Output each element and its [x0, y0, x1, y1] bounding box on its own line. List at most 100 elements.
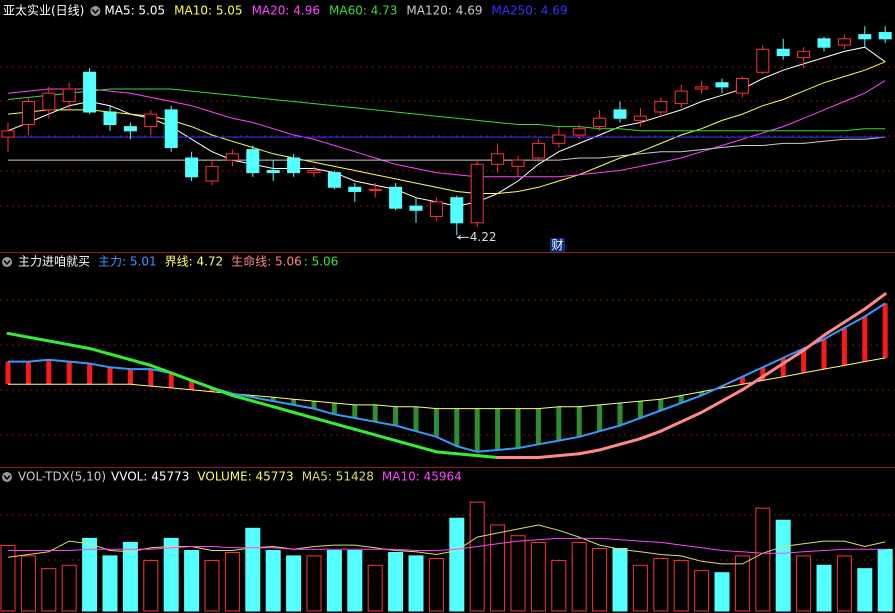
indicator-bar: [270, 397, 276, 402]
legend-entry: MA250: 4.69: [491, 4, 567, 18]
candle-body: [613, 109, 627, 119]
indicator-bar: [127, 369, 133, 385]
life-line-segment: [332, 422, 357, 431]
decoration: [0, 66, 895, 561]
indicator-bar: [189, 380, 195, 390]
life-line-segment: [108, 352, 132, 362]
legend-entry: MA60: 4.73: [329, 4, 397, 18]
indicator-bar: [331, 402, 337, 415]
candle-body: [817, 38, 831, 48]
volume-bar: [367, 564, 383, 612]
volume-bar: [510, 535, 526, 612]
legend-entry: MA20: 4.96: [252, 4, 320, 18]
volume-bar: [469, 501, 485, 612]
annotation: 4.22: [470, 230, 497, 244]
volume-bar: [571, 541, 587, 612]
indicator-bar: [495, 408, 501, 450]
indicator-bar: [413, 406, 419, 432]
candle-body: [205, 165, 219, 182]
volume-bar: [20, 555, 36, 612]
candle-body: [695, 86, 709, 90]
candle-body: [654, 101, 668, 113]
legend-entry: MA5: 5.05: [104, 4, 165, 18]
candle-body: [389, 186, 403, 209]
indicator-bar: [291, 399, 297, 405]
indicator-bar: [454, 408, 460, 447]
legend-entry: MA120: 4.69: [406, 4, 482, 18]
indicator-bar: [597, 404, 603, 432]
life-line-segment: [679, 410, 704, 424]
candle-body: [531, 142, 545, 159]
life-line-segment: [190, 378, 214, 390]
volume-ma-line: [8, 537, 886, 554]
life-line-segment: [169, 371, 194, 382]
volume-bar: [836, 555, 852, 612]
volume-bar: [449, 517, 465, 612]
life-line-segment: [149, 363, 173, 375]
candle-body: [776, 48, 790, 57]
life-line-segment: [577, 448, 602, 456]
indicator-bar: [25, 361, 31, 385]
candle-body: [837, 38, 851, 46]
life-line-segment: [251, 399, 275, 409]
volume-bar: [204, 560, 220, 612]
candle-body: [470, 163, 484, 224]
indicator-bar: [821, 339, 827, 370]
candle-body: [797, 50, 811, 59]
indicator-bar: [5, 361, 11, 385]
ma-line: [7, 88, 886, 132]
life-line-segment: [781, 348, 806, 365]
life-line-segment: [700, 399, 724, 414]
life-line-segment: [720, 388, 744, 403]
life-line-segment: [292, 410, 316, 420]
volume-bar: [632, 564, 648, 612]
candle-body: [572, 128, 586, 136]
indicator-bar: [699, 391, 705, 396]
candle-body: [756, 48, 770, 73]
life-line-segment: [210, 386, 234, 397]
indicator-bar: [658, 399, 664, 411]
volume-bar: [224, 552, 240, 612]
volume-bar: [143, 560, 159, 612]
annotation-arrow: [456, 234, 469, 240]
indicator-bar: [841, 327, 847, 366]
volume-bar: [163, 537, 179, 612]
collapse-icon: [90, 6, 101, 16]
volume-bar: [694, 570, 710, 612]
volume-bar: [41, 568, 57, 612]
indicator-bar: [780, 357, 786, 377]
indicator-bar: [311, 401, 317, 409]
life-line-segment: [26, 335, 51, 343]
legend-entry: 主力: 5.01: [98, 255, 157, 269]
volume-bar: [388, 552, 404, 612]
volume-bar: [408, 555, 424, 612]
indicator-bar: [352, 404, 358, 419]
candle-body: [633, 115, 647, 121]
life-line-segment: [312, 416, 336, 426]
candle-body: [409, 205, 423, 211]
legend-entry: 界线: 4.72: [165, 255, 224, 269]
indicator-bar: [46, 359, 52, 385]
life-line-segment: [230, 393, 255, 403]
indicator-bar: [678, 395, 684, 403]
life-line-segment: [740, 375, 765, 392]
volume-bar: [755, 507, 771, 612]
candle-body: [42, 92, 56, 111]
indicator-bar: [107, 367, 113, 385]
volume-bar: [714, 572, 730, 612]
legend-entry: MA10: 5.05: [174, 4, 242, 18]
candle-body: [593, 117, 607, 128]
indicator-bar: [66, 361, 72, 385]
life-line-segment: [822, 320, 846, 337]
life-line-segment: [67, 343, 92, 350]
life-line-segment: [47, 339, 71, 347]
volume-bar: [0, 544, 16, 612]
candle-body: [21, 101, 35, 126]
life-line-segment: [863, 292, 887, 311]
legend-entry: MA10: 45964: [382, 470, 462, 484]
life-line-segment: [638, 429, 663, 441]
life-line-segment: [618, 437, 642, 446]
candle-body: [164, 109, 178, 149]
life-line-segment: [128, 358, 153, 367]
